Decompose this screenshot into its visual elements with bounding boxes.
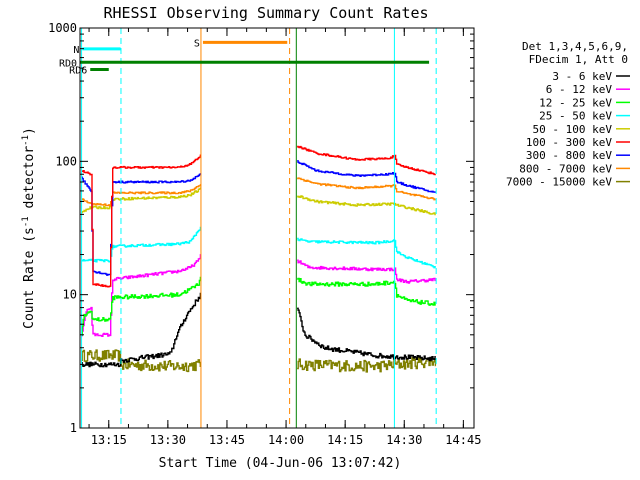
legend-entry-label: 100 - 300 keV [526, 136, 612, 149]
x-tick-label: 13:15 [91, 433, 127, 447]
series-line [81, 292, 202, 368]
legend-entry-label: 50 - 100 keV [533, 123, 613, 136]
series-layer [81, 145, 437, 373]
legend-entry-label: 25 - 50 keV [539, 110, 612, 123]
y-tick-label: 1000 [48, 21, 77, 35]
y-axis-title: Count Rate (s-1 detector-1) [21, 127, 37, 329]
y-axis-title-mid: detector [22, 146, 37, 217]
series-line [297, 145, 436, 176]
legend-entry-label: 300 - 800 keV [526, 149, 612, 162]
x-tick-label: 14:45 [445, 433, 481, 447]
y-tick-label: 100 [55, 154, 77, 168]
series-line [81, 154, 202, 288]
series-line [297, 237, 436, 269]
flag-label: S [194, 38, 200, 49]
series-line [297, 307, 436, 362]
plot-frame [79, 27, 475, 429]
series-line [81, 184, 202, 207]
series-line [81, 226, 202, 263]
legend-header-1: Det 1,3,4,5,6,9, [522, 40, 628, 53]
series-line [297, 160, 436, 193]
legend-entry-label: 12 - 25 keV [539, 96, 612, 109]
flag-label: N [73, 45, 79, 56]
vline-layer [81, 28, 437, 428]
series-line [81, 276, 202, 336]
legend: Det 1,3,4,5,6,9, FDecim 1, Att 0 3 - 6 k… [506, 40, 630, 189]
series-line [81, 187, 202, 214]
tick-layer: 1 10 100 1000 13:15 13:30 13:45 14:00 14:15 14:30… [48, 21, 481, 447]
legend-entry-label: 3 - 6 keV [552, 70, 612, 83]
legend-header-2: FDecim 1, Att 0 [529, 53, 628, 66]
x-tick-label: 14:15 [327, 433, 363, 447]
series-line [81, 254, 202, 337]
series-line [297, 195, 436, 216]
y-axis-title-sup1: -1 [21, 216, 31, 227]
series-line [81, 349, 201, 373]
x-axis-title: Start Time (04-Jun-06 13:07:42) [159, 456, 402, 471]
series-line [297, 177, 436, 201]
series-line [297, 357, 437, 373]
flag-label: RD0 [59, 58, 77, 69]
y-axis-title-main: Count Rate (s [22, 227, 37, 329]
legend-entry-label: 800 - 7000 keV [519, 162, 612, 175]
series-line [81, 173, 202, 276]
flag-label: RD6 [69, 66, 87, 77]
x-tick-label: 13:30 [150, 433, 186, 447]
y-axis-title-sup2: -1 [21, 135, 31, 146]
x-tick-label: 13:45 [209, 433, 245, 447]
x-tick-label: 14:00 [268, 433, 304, 447]
legend-entry-label: 7000 - 15000 keV [506, 176, 612, 189]
series-line [297, 277, 436, 306]
x-tick-label: 14:30 [386, 433, 422, 447]
legend-entry-label: 6 - 12 keV [546, 83, 613, 96]
y-tick-label: 10 [63, 288, 77, 302]
y-axis-title-end: ) [22, 127, 37, 135]
series-line [297, 259, 436, 284]
chart-title: RHESSI Observing Summary Count Rates [103, 4, 428, 22]
y-tick-label: 1 [70, 421, 77, 435]
